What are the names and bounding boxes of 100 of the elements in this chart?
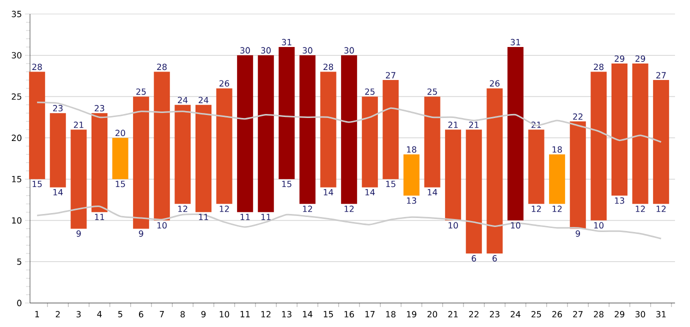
data-label: 21 bbox=[448, 122, 458, 128]
x-tick-label: 23 bbox=[490, 311, 500, 318]
annotation: 10 bbox=[448, 222, 458, 229]
annotation: 12 bbox=[220, 206, 229, 212]
bar bbox=[445, 130, 462, 220]
bar bbox=[133, 96, 150, 229]
x-tick-label: 4 bbox=[97, 311, 102, 318]
annotation: 15 bbox=[116, 180, 125, 188]
annotation: 6 bbox=[472, 255, 476, 262]
data-label: 25 bbox=[428, 88, 437, 95]
annotation: 13 bbox=[615, 197, 624, 204]
x-tick-label: 8 bbox=[180, 311, 185, 318]
x-tick-label: 1 bbox=[35, 311, 39, 318]
bar bbox=[653, 80, 670, 204]
annotation: 12 bbox=[344, 206, 354, 212]
annotation: 10 bbox=[511, 222, 520, 229]
data-label: 25 bbox=[365, 88, 375, 95]
y-tick-label: 20 bbox=[12, 134, 22, 142]
annotation: 15 bbox=[386, 180, 396, 188]
line-series bbox=[36, 102, 662, 143]
annotation: 9 bbox=[76, 230, 81, 237]
data-label: 28 bbox=[32, 64, 42, 70]
annotation: 11 bbox=[240, 214, 250, 220]
bar bbox=[174, 104, 191, 204]
x-tick-label: 18 bbox=[386, 311, 396, 318]
bar bbox=[278, 47, 295, 180]
x-tick-label: 16 bbox=[344, 311, 354, 318]
bar bbox=[590, 72, 607, 220]
data-label: 30 bbox=[344, 47, 354, 54]
x-tick-label: 15 bbox=[324, 311, 333, 318]
y-tick-label: 5 bbox=[17, 258, 22, 265]
x-tick-label: 28 bbox=[594, 311, 604, 318]
annotation: 14 bbox=[53, 189, 63, 196]
bar bbox=[611, 64, 628, 196]
bar bbox=[486, 88, 503, 254]
data-label: 31 bbox=[282, 38, 292, 46]
data-label: 28 bbox=[594, 64, 604, 70]
x-tick-label: 5 bbox=[118, 311, 122, 318]
bar bbox=[50, 113, 66, 188]
data-label: 23 bbox=[94, 104, 104, 112]
data-label: 25 bbox=[136, 88, 146, 95]
data-label: 20 bbox=[116, 130, 126, 136]
annotation: 14 bbox=[428, 189, 438, 196]
data-label: 18 bbox=[407, 146, 416, 153]
bar bbox=[154, 72, 170, 220]
annotation: 14 bbox=[324, 189, 334, 196]
x-tick-label: 20 bbox=[428, 311, 438, 318]
bar bbox=[299, 55, 316, 204]
bar bbox=[466, 130, 482, 254]
x-tick-label: 9 bbox=[201, 311, 206, 318]
y-tick-label: 25 bbox=[12, 93, 22, 100]
data-label: 24 bbox=[178, 96, 188, 104]
y-tick-label: 30 bbox=[12, 52, 22, 58]
x-tick-label: 3 bbox=[76, 311, 81, 318]
bar bbox=[70, 130, 87, 229]
annotation: 6 bbox=[492, 255, 497, 262]
data-label: 27 bbox=[386, 72, 396, 78]
x-tick-label: 7 bbox=[160, 311, 164, 318]
y-tick-label: 35 bbox=[12, 10, 22, 18]
x-tick-label: 13 bbox=[282, 311, 292, 318]
bar bbox=[362, 96, 378, 188]
y-tick-label: 15 bbox=[12, 176, 22, 182]
x-tick-label: 24 bbox=[510, 311, 520, 318]
data-label: 23 bbox=[53, 104, 63, 112]
bar bbox=[570, 121, 586, 229]
data-label: 28 bbox=[324, 64, 334, 70]
annotation: 11 bbox=[95, 214, 104, 220]
bar bbox=[237, 55, 254, 212]
x-tick-label: 17 bbox=[365, 311, 375, 318]
annotation: 11 bbox=[261, 214, 270, 220]
annotation: 12 bbox=[636, 206, 645, 212]
data-label: 27 bbox=[656, 72, 666, 78]
x-tick-label: 22 bbox=[469, 311, 478, 318]
data-label: 30 bbox=[240, 47, 250, 54]
annotation: 12 bbox=[552, 206, 562, 212]
data-label: 30 bbox=[261, 47, 271, 54]
annotation: 13 bbox=[407, 197, 416, 204]
bar bbox=[528, 130, 544, 204]
annotation: 11 bbox=[199, 214, 208, 220]
x-tick-label: 29 bbox=[614, 311, 624, 318]
x-tick-label: 12 bbox=[261, 311, 270, 318]
annotation: 12 bbox=[532, 206, 541, 212]
data-label: 24 bbox=[198, 96, 208, 104]
x-tick-label: 25 bbox=[532, 311, 541, 318]
x-tick-label: 10 bbox=[220, 311, 230, 318]
x-tick-label: 11 bbox=[240, 311, 250, 318]
data-label: 29 bbox=[614, 55, 624, 62]
bar bbox=[507, 47, 524, 220]
x-tick-label: 30 bbox=[636, 311, 646, 318]
bar bbox=[424, 96, 440, 188]
data-label: 30 bbox=[302, 47, 312, 54]
x-tick-label: 2 bbox=[56, 311, 60, 318]
annotation: 12 bbox=[178, 206, 188, 212]
data-label: 28 bbox=[157, 64, 167, 70]
bar bbox=[29, 72, 46, 180]
bar bbox=[549, 154, 566, 204]
y-tick-label: 10 bbox=[12, 217, 22, 224]
annotation: 10 bbox=[157, 222, 167, 229]
annotation: 12 bbox=[656, 206, 666, 212]
y-tick-label: 0 bbox=[17, 300, 22, 306]
